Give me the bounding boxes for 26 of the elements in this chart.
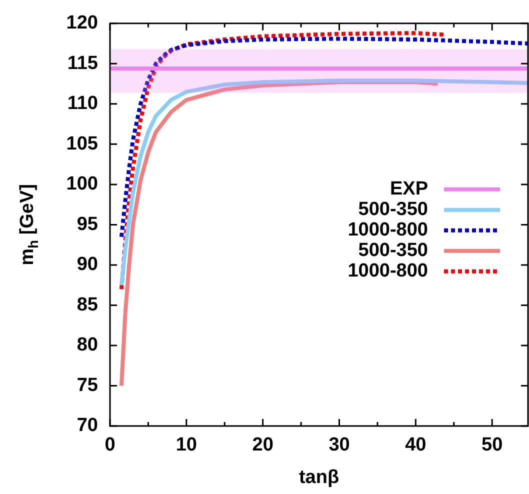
y-tick-label: 115 — [67, 52, 98, 74]
legend-label: 500-350 — [358, 199, 428, 220]
x-tick-label: 50 — [482, 434, 503, 456]
y-tick-label: 100 — [66, 174, 98, 195]
x-tick-label: 40 — [405, 434, 426, 456]
x-tick-label: 20 — [252, 434, 274, 456]
y-tick-label: 90 — [76, 254, 98, 276]
y-tick-label: 80 — [76, 334, 98, 356]
x-tick-label: 0 — [104, 434, 116, 456]
legend-label: 1000-800 — [348, 260, 428, 282]
legend-label: 500-350 — [358, 240, 428, 262]
x-tick-label: 30 — [328, 434, 350, 456]
y-axis-title: mh [GeV] — [17, 184, 41, 266]
y-tick-label: 120 — [66, 12, 98, 34]
x-axis-title: tanβ — [298, 467, 340, 488]
y-tick-label: 75 — [76, 374, 98, 396]
y-tick-label: 105 — [66, 133, 98, 154]
y-tick-label: 110 — [67, 93, 98, 114]
x-tick-label: 10 — [176, 434, 197, 456]
line-series — [119, 31, 446, 292]
y-tick-label: 70 — [76, 415, 98, 436]
y-tick-label: 95 — [76, 214, 98, 235]
legend-label: EXP — [390, 178, 428, 200]
y-tick-label: 85 — [76, 294, 98, 316]
line-series — [119, 36, 528, 239]
legend-label: 1000-800 — [348, 220, 428, 241]
